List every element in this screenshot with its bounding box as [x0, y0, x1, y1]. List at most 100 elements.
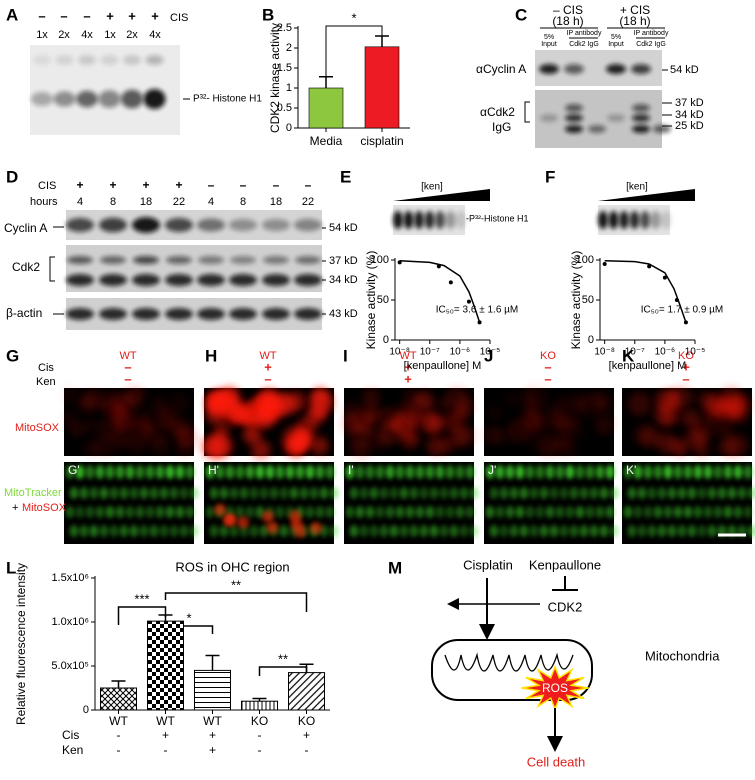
blot-label: [ken]	[626, 182, 648, 193]
hair-cell	[663, 465, 673, 479]
blot-band	[629, 211, 640, 229]
hair-cell	[105, 506, 115, 518]
cell-signal	[454, 424, 476, 446]
hair-cell	[435, 506, 445, 518]
row-value: -	[258, 743, 262, 757]
hair-cell	[149, 525, 159, 537]
blot-band	[98, 90, 121, 108]
hair-cell	[653, 506, 663, 518]
blot-band	[262, 274, 290, 286]
hair-cell	[155, 506, 165, 518]
hair-cell	[169, 487, 179, 499]
label: –	[124, 371, 131, 386]
panel-label: K	[622, 346, 635, 365]
panel-label: H	[205, 346, 217, 365]
hair-cell	[69, 487, 79, 499]
dose-label: 2x	[126, 29, 138, 41]
cell-signal	[669, 385, 694, 410]
panel-label: E	[340, 167, 351, 186]
cell-signal	[127, 434, 148, 455]
cell-signal	[715, 418, 734, 437]
label: 43 kD	[329, 308, 358, 320]
blot-band	[99, 308, 127, 320]
hair-cell	[385, 465, 395, 479]
label: Cisplatin	[463, 557, 513, 572]
cell-signal	[310, 436, 329, 455]
bar	[308, 87, 344, 129]
cell-signal	[400, 430, 418, 449]
panel-label: A	[6, 5, 18, 24]
cell-signal	[393, 411, 415, 434]
hair-cell	[219, 525, 229, 537]
row-value: -	[117, 728, 121, 742]
micrograph-top	[622, 385, 752, 459]
hair-cell	[379, 487, 389, 499]
hair-cell	[565, 465, 575, 479]
hair-cell	[727, 487, 737, 499]
cell-signal	[243, 425, 262, 444]
hair-cell	[673, 465, 683, 479]
cell-signal	[214, 503, 227, 516]
micrograph-top	[340, 386, 476, 461]
hair-cell	[439, 525, 449, 537]
x-tick-label: WT	[203, 714, 222, 728]
label: MitoSOX	[15, 422, 60, 434]
blot-band	[539, 64, 559, 74]
y-axis-label: Relative fluorescence intensity	[14, 563, 28, 725]
cell-signal	[310, 522, 323, 535]
hair-cell	[605, 506, 615, 518]
hair-cell	[79, 525, 89, 537]
hair-cell	[325, 506, 335, 518]
cell-signal	[224, 513, 237, 526]
x-tick-label: 10⁻⁵	[480, 347, 501, 358]
dose-label: 4x	[81, 29, 93, 41]
label: (18 h)	[552, 14, 583, 28]
cell-signal	[205, 403, 226, 424]
significance-bracket	[117, 606, 167, 625]
hair-cell	[569, 487, 579, 499]
cell-signal	[213, 423, 229, 440]
cell-signal	[266, 521, 279, 534]
blot-band	[607, 114, 625, 122]
hair-cell	[505, 465, 515, 479]
data-point	[662, 275, 667, 280]
artwork	[30, 25, 755, 752]
row-value: +	[209, 743, 216, 757]
data-point	[397, 260, 402, 265]
x-axis-label: [kenpaullone] M	[404, 360, 482, 372]
hours-label: 8	[110, 196, 116, 208]
hair-cell	[677, 487, 687, 499]
label: WT	[399, 350, 416, 362]
hair-cell	[179, 525, 189, 537]
y-tick-label: 0	[588, 334, 594, 346]
label: β-actin	[6, 306, 42, 320]
y-tick-label: 1.5	[277, 62, 292, 74]
y-axis-label: Kinase activity (%)	[569, 251, 583, 350]
label: 54 kD	[329, 222, 358, 234]
hair-cell	[439, 487, 449, 499]
label: Kenpaullone	[529, 557, 601, 572]
treatment-sign: –	[240, 178, 247, 192]
hair-cell	[667, 487, 677, 499]
blot-band	[294, 308, 322, 320]
label: +	[404, 359, 412, 374]
blot-band	[197, 274, 225, 286]
hair-cell	[585, 465, 595, 479]
blot-band	[123, 55, 141, 65]
row-value: +	[162, 728, 169, 742]
cell-signal	[117, 414, 134, 431]
hair-cell	[369, 487, 379, 499]
hair-cell	[345, 506, 355, 518]
hair-cell	[139, 525, 149, 537]
label: Input	[608, 41, 624, 48]
cell-signal	[169, 421, 188, 440]
hair-cell	[627, 487, 637, 499]
blot-band	[66, 274, 94, 286]
blot-band	[166, 256, 192, 264]
hair-cell	[349, 487, 359, 499]
hair-cell	[409, 487, 419, 499]
row-value: -	[258, 728, 262, 742]
label: αCdk2	[480, 105, 515, 119]
hair-cell	[515, 465, 525, 479]
blot-band	[53, 91, 76, 107]
